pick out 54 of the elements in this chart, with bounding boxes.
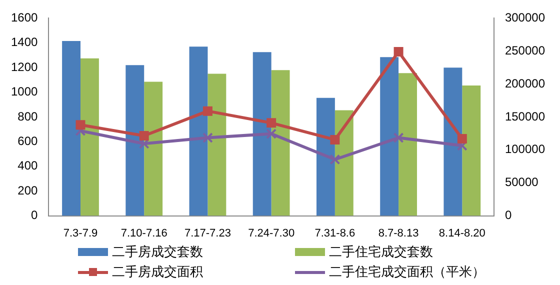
y2-tick-label: 50000 (504, 175, 539, 190)
point (202, 132, 213, 143)
bar (126, 65, 144, 216)
bar (334, 110, 354, 216)
point (75, 126, 86, 136)
y2-tick-label: 100000 (504, 142, 546, 156)
y-tick-label: 1000 (10, 84, 38, 99)
y-tick-label: 1200 (10, 60, 38, 74)
bar (252, 52, 272, 216)
y-tick-label: 400 (18, 158, 38, 173)
x-tick-label: 7.24-7.30 (248, 227, 295, 240)
y-tick-label: 1400 (10, 35, 38, 50)
y-tick-label: 0 (31, 208, 38, 222)
x-tick-label: 8.7-8.13 (378, 227, 419, 240)
point (138, 138, 150, 149)
bar (144, 82, 163, 216)
y2-tick-label: 250000 (504, 43, 546, 58)
point (330, 134, 340, 144)
legend-label: 二手住宅成交面积（平米） (329, 263, 485, 281)
x-tick-label: 7.31-8.6 (314, 227, 356, 240)
bar (189, 46, 208, 216)
legend-label: 二手房成交面积 (112, 263, 203, 281)
bar (271, 70, 290, 216)
bar (398, 73, 417, 216)
legend-label: 二手住宅成交套数 (329, 243, 433, 261)
y2-tick-label: 200000 (504, 76, 546, 90)
y2-tick-label: 150000 (504, 109, 546, 124)
y-tick-label: 200 (18, 183, 38, 198)
x-tick-label: 8.14-8.20 (438, 227, 486, 240)
bar (444, 68, 462, 216)
bar (316, 98, 335, 216)
y2-tick-label: 0 (504, 208, 512, 222)
bar (80, 58, 99, 216)
y-tick-label: 600 (18, 134, 38, 148)
point (139, 131, 149, 141)
bar (208, 74, 226, 216)
bar (380, 57, 399, 216)
legend-label: 二手房成交套数 (112, 243, 203, 261)
y2-tick-label: 300000 (504, 10, 546, 25)
point (266, 118, 276, 128)
point (394, 47, 404, 57)
x-tick-label: 7.3-7.9 (63, 227, 98, 240)
y-tick-label: 1600 (10, 10, 38, 25)
point (457, 134, 467, 144)
point (330, 154, 340, 165)
point (76, 120, 86, 130)
point (393, 132, 404, 143)
y-tick-label: 800 (18, 109, 38, 124)
point (202, 106, 212, 116)
x-tick-label: 7.10-7.16 (120, 227, 168, 240)
x-tick-label: 7.17-7.23 (184, 227, 231, 240)
point (266, 128, 277, 140)
bar (62, 41, 80, 216)
bar (462, 86, 481, 216)
